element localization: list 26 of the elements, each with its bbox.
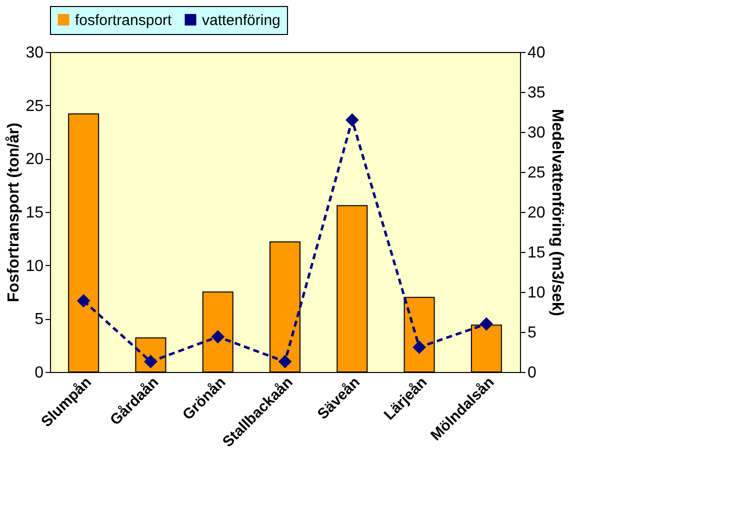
y2-axis-title: Medelvattenföring (m3/sek) bbox=[548, 108, 566, 316]
y-tick-label: 30 bbox=[26, 44, 44, 62]
point bbox=[76, 294, 90, 308]
point bbox=[278, 354, 292, 368]
point bbox=[345, 113, 359, 127]
y2-tick-label: 30 bbox=[528, 124, 546, 142]
y2-tick-label: 15 bbox=[528, 244, 546, 262]
y2-tick-label: 5 bbox=[528, 324, 536, 342]
y2-tick-label: 0 bbox=[528, 364, 536, 382]
point bbox=[211, 330, 225, 344]
legend-label: fosfortransport bbox=[75, 12, 173, 29]
y-tick-label: 5 bbox=[34, 311, 44, 328]
y-tick-label: 25 bbox=[26, 98, 44, 115]
y-axis-title: Fosfortransport (ton/år) bbox=[4, 122, 23, 302]
point bbox=[480, 317, 494, 331]
y2-tick-label: 40 bbox=[528, 44, 546, 62]
legend-label: vattenföring bbox=[202, 12, 280, 29]
y-tick-label: 20 bbox=[26, 151, 44, 168]
y-tick-label: 15 bbox=[26, 204, 44, 222]
y2-tick-label: 35 bbox=[528, 84, 546, 102]
y-tick-label: 10 bbox=[26, 258, 44, 275]
point bbox=[412, 340, 426, 354]
y2-tick-label: 10 bbox=[528, 284, 546, 302]
y2-tick-label: 25 bbox=[528, 164, 546, 182]
y2-tick-label: 20 bbox=[528, 204, 546, 222]
y-tick-label: 0 bbox=[34, 364, 44, 382]
